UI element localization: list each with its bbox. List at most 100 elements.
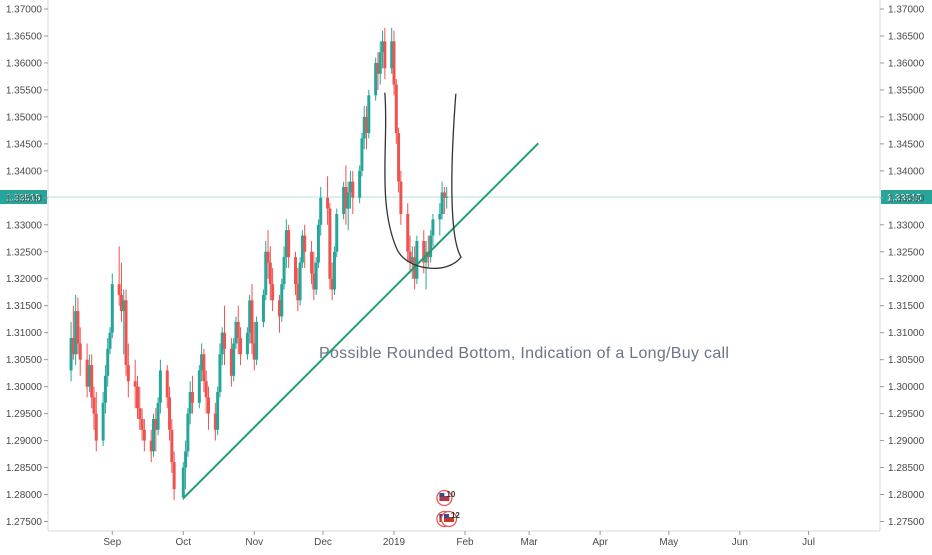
- y-tick-label-right: 1.30500: [888, 355, 925, 366]
- rounded-bottom-curve[interactable]: [384, 92, 462, 269]
- y-tick-label-left: 1.35000: [6, 112, 43, 123]
- candle-body: [106, 348, 110, 376]
- y-tick-label-right: 1.28000: [888, 490, 925, 501]
- x-tick-label: May: [659, 537, 678, 548]
- price-tag-right: [881, 190, 932, 205]
- candle-body: [223, 332, 227, 349]
- candle-body: [367, 95, 371, 134]
- candle-body: [392, 41, 396, 85]
- candle-body: [213, 413, 217, 430]
- candle-body: [422, 240, 426, 263]
- y-tick-label-left: 1.33000: [6, 220, 43, 231]
- y-tick-label-right: 1.35000: [888, 112, 925, 123]
- candle-body: [346, 192, 350, 209]
- candle-body: [117, 284, 121, 295]
- y-tick-label-right: 1.31000: [888, 328, 925, 339]
- candle-body: [296, 284, 300, 301]
- x-tick-label: 2019: [383, 537, 406, 548]
- event-flag-us-icon[interactable]: 10: [436, 489, 456, 507]
- candle-body: [300, 235, 304, 263]
- pattern-annotation: Possible Rounded Bottom, Indication of a…: [319, 345, 729, 362]
- y-tick-label-left: 1.28000: [6, 490, 43, 501]
- event-label: 12: [451, 511, 460, 520]
- candle-body: [431, 219, 435, 236]
- event-flag-uk-icon[interactable]: 12: [440, 510, 460, 528]
- candle-body: [365, 116, 369, 134]
- price-tag-right-text: 1.33515: [887, 193, 921, 204]
- candle-body: [378, 52, 382, 74]
- candle-body: [149, 440, 153, 452]
- candle-body: [328, 208, 332, 279]
- candle-body: [284, 230, 288, 258]
- y-tick-label-left: 1.28500: [6, 463, 43, 474]
- candle-body: [110, 284, 114, 333]
- candle-body: [330, 278, 334, 290]
- candle-body: [268, 262, 272, 285]
- candle-body: [168, 397, 172, 430]
- y-tick-label-left: 1.36000: [6, 58, 43, 69]
- candle-body: [124, 300, 128, 366]
- y-tick-label-left: 1.31000: [6, 328, 43, 339]
- candle-body: [87, 365, 91, 387]
- x-tick-label: Sep: [103, 537, 121, 548]
- x-tick-label: Jul: [802, 537, 815, 548]
- candle-body: [351, 181, 355, 198]
- y-tick-label-left: 1.37000: [6, 5, 43, 16]
- candle-body: [236, 321, 240, 339]
- candle-body: [438, 214, 442, 220]
- candle-body: [152, 419, 156, 452]
- y-tick-label-right: 1.29000: [888, 436, 925, 447]
- candle-body: [85, 359, 89, 387]
- y-tick-label-left: 1.34000: [6, 166, 43, 177]
- candle-body: [239, 338, 243, 355]
- candle-body: [255, 321, 259, 360]
- candle-body: [94, 413, 98, 441]
- candle-body: [250, 300, 254, 344]
- x-tick-label: Dec: [314, 537, 332, 548]
- y-tick-label-left: 1.30000: [6, 382, 43, 393]
- candle-body: [142, 429, 146, 441]
- y-tick-label-left: 1.36500: [6, 31, 43, 42]
- candle-body: [170, 429, 174, 463]
- y-tick-label-left: 1.32500: [6, 247, 43, 258]
- candle-body: [232, 343, 236, 376]
- y-tick-label-left: 1.29000: [6, 436, 43, 447]
- candle-body: [294, 257, 298, 285]
- y-tick-label-right: 1.32500: [888, 247, 925, 258]
- candle-body: [381, 41, 385, 53]
- support-trendline[interactable]: [182, 142, 539, 500]
- y-tick-label-left: 1.27500: [6, 517, 43, 528]
- candle-body: [314, 262, 318, 290]
- y-tick-label-right: 1.33000: [888, 220, 925, 231]
- y-tick-label-right: 1.37000: [888, 5, 925, 16]
- candle-body: [261, 294, 265, 322]
- candle-body: [383, 41, 387, 69]
- y-tick-label-right: 1.34000: [888, 166, 925, 177]
- candle-body: [360, 138, 364, 171]
- candle-body: [358, 170, 362, 198]
- candle-body: [287, 230, 291, 258]
- candle-body: [319, 197, 323, 225]
- candle-body: [362, 116, 366, 139]
- candle-body: [186, 413, 190, 452]
- event-label: 10: [446, 490, 455, 499]
- candle-body: [200, 354, 204, 371]
- y-tick-label-right: 1.29500: [888, 409, 925, 420]
- candle-body: [326, 197, 330, 209]
- candle-body: [204, 381, 208, 398]
- candle-body: [140, 419, 144, 430]
- x-tick-label: Apr: [592, 537, 608, 548]
- y-tick-label-right: 1.32000: [888, 274, 925, 285]
- candle-body: [335, 214, 339, 252]
- candle-body: [348, 181, 352, 193]
- candle-body: [399, 181, 403, 214]
- y-tick-label-left: 1.31500: [6, 301, 43, 312]
- candle-body: [138, 408, 142, 419]
- candle-body: [332, 251, 336, 290]
- candle-body: [92, 397, 96, 414]
- candle-body: [188, 392, 192, 414]
- y-tick-label-right: 1.35500: [888, 85, 925, 96]
- candle-body: [374, 62, 378, 96]
